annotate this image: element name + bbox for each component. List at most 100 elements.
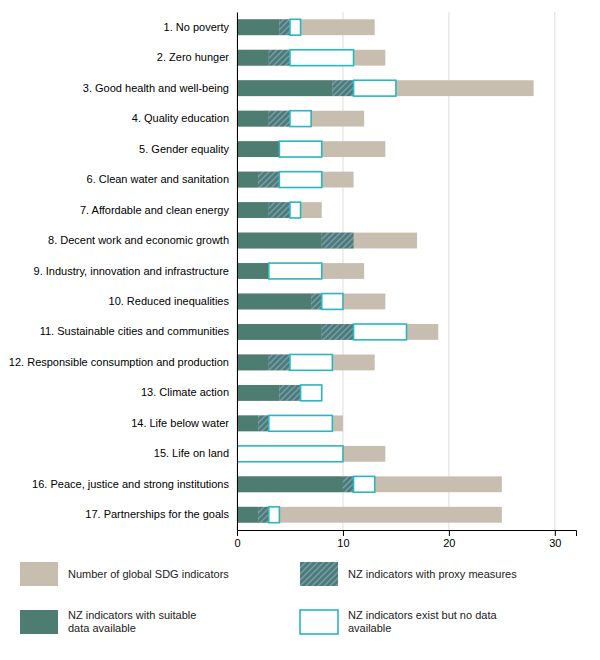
bar [269,354,290,370]
legend-label: NZ indicators with proxy measures [348,568,517,580]
bar [237,19,279,35]
tick: 8. Decent work and economic growth [48,234,229,246]
bar [237,476,502,492]
legend-item: NZ indicators with proxy measures [300,562,517,586]
tick: 1. No poverty [164,21,230,33]
legend-label: NZ indicators with suitabledata availabl… [68,609,196,634]
tick: 15. Life on land [154,447,229,459]
bar [301,385,322,401]
tick-label: 1. No poverty [164,21,230,33]
bar [237,476,343,492]
tick: 0 [234,530,240,549]
tick-label: 2. Zero hunger [157,51,229,63]
legend-swatch [300,610,338,634]
bar [354,80,396,96]
tick-label: 4. Quality education [132,112,229,124]
tick: 4. Quality education [132,112,229,124]
bar [258,507,269,523]
bar [237,233,322,249]
bar [237,385,322,401]
series-1 [237,19,343,522]
tick: 10. Reduced inequalities [109,295,230,307]
bar [237,111,364,127]
tick-label: 5. Gender equality [139,143,229,155]
bar [237,19,375,35]
legend: Number of global SDG indicators NZ indica… [20,562,517,634]
bar [237,233,417,249]
tick: 3. Good health and well-being [83,82,229,94]
tick-label: 10. Reduced inequalities [109,295,230,307]
bar [258,415,269,431]
tick: 6. Clean water and sanitation [87,173,229,185]
bar [237,141,385,157]
bar [237,415,258,431]
legend-item: NZ indicators with suitabledata availabl… [20,609,196,634]
bar [237,354,375,370]
bar [322,294,343,310]
grid-line [554,12,555,530]
tick-mark [343,530,344,536]
legend-label: NZ indicators exist but no dataavailable [348,609,497,634]
tick: 30 [549,530,561,549]
tick-label: 14. Life below water [131,417,229,429]
bar [237,172,258,188]
tick: 5. Gender equality [139,143,229,155]
bar [237,294,311,310]
bar [237,294,385,310]
tick-label: 10 [337,537,349,549]
bar [237,202,269,218]
tick: 9. Industry, innovation and infrastructu… [34,265,229,277]
bar [237,80,332,96]
bar [332,80,353,96]
tick-label: 13. Climate action [141,386,229,398]
plot: 0 10 20 30 1. No poverty 2. Zero hunger 3. Goo… [9,12,577,549]
bar [279,172,321,188]
bar [290,19,301,35]
bar [237,385,279,401]
tick-label: 9. Industry, innovation and infrastructu… [34,265,229,277]
bar [269,507,280,523]
legend-swatch [300,562,338,586]
grid [237,12,555,530]
bar [279,141,321,157]
chart-root: 0 10 20 30 1. No poverty 2. Zero hunger 3. Goo… [0,0,600,660]
bar [237,80,534,96]
bar [237,507,258,523]
tick-label: 20 [443,537,455,549]
bar [269,111,290,127]
legend-item: Number of global SDG indicators [20,562,229,586]
bar [354,324,407,340]
x-axis: 0 10 20 30 [234,530,576,549]
bar [290,111,311,127]
bar [237,263,269,279]
bar [237,324,438,340]
bar [237,324,322,340]
bar [237,415,343,431]
tick-label: 30 [549,537,561,549]
tick-label: 7. Affordable and clean energy [80,204,230,216]
tick-label: 0 [234,537,240,549]
bar [322,233,354,249]
tick-label: 6. Clean water and sanitation [87,173,229,185]
tick: 12. Responsible consumption and producti… [9,356,229,368]
bar [237,446,385,462]
tick-mark [237,530,238,536]
tick: 7. Affordable and clean energy [80,204,230,216]
legend-item: NZ indicators exist but no dataavailable [300,609,497,634]
bar [237,354,269,370]
bar [237,446,343,462]
tick-label: 8. Decent work and economic growth [48,234,229,246]
bar [290,354,332,370]
legend-label: Number of global SDG indicators [68,568,229,580]
bars [237,19,534,522]
tick: 17. Partnerships for the goals [85,508,229,520]
tick: 14. Life below water [131,417,229,429]
bar [290,202,301,218]
tick-mark [555,530,556,536]
grid-line [237,12,238,530]
bar [269,415,333,431]
bar [269,263,322,279]
bar [354,476,375,492]
bar [237,50,269,66]
bar [269,202,290,218]
